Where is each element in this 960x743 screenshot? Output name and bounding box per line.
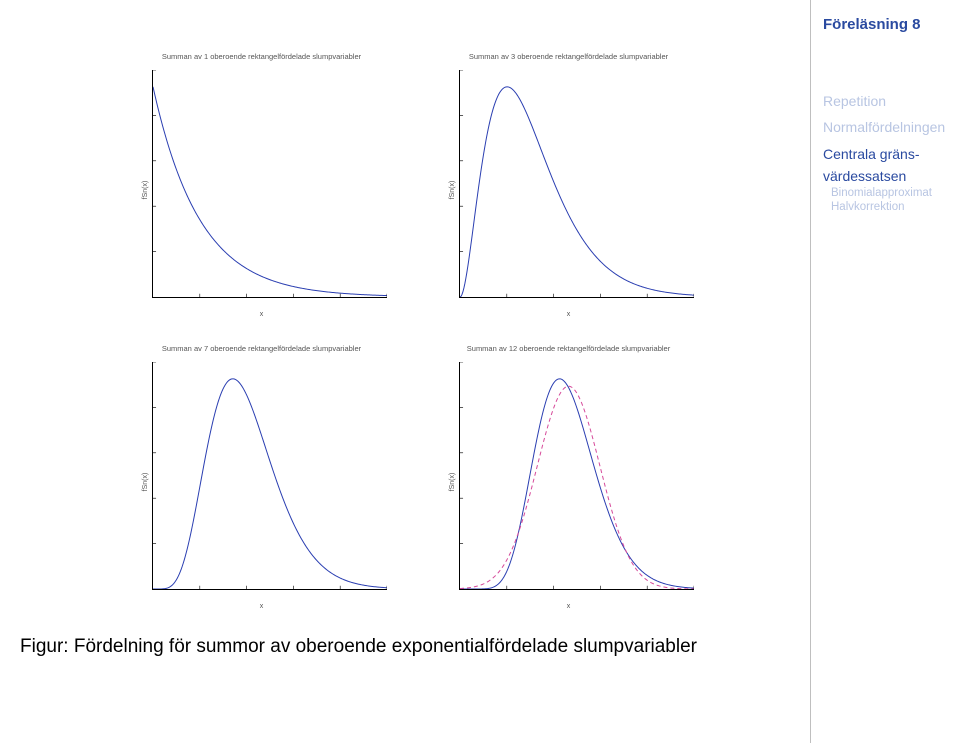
panel-1-axes	[152, 70, 387, 298]
panel-2-title: Summan av 3 oberoende rektangelfördelade…	[437, 52, 700, 61]
panel-3-axes	[152, 362, 387, 590]
sidebar-subitem-binom[interactable]: Binomialapproximat	[831, 187, 960, 199]
sidebar-item-cgs-2[interactable]: värdessatsen	[823, 167, 960, 185]
panel-3-xlabel: x	[130, 603, 393, 610]
sidebar-title: Föreläsning 8	[823, 16, 960, 33]
caption-text: Fördelning för summor av oberoende expon…	[69, 636, 697, 657]
panel-2-ylabel: fSn(x)	[449, 181, 456, 200]
panel-1-ylabel: fSn(x)	[142, 181, 149, 200]
sidebar-subitem-halv[interactable]: Halvkorrektion	[831, 201, 960, 213]
panel-1-xlabel: x	[130, 311, 393, 318]
panel-1: Summan av 1 oberoende rektangelfördelade…	[130, 56, 393, 324]
panel-3-title: Summan av 7 oberoende rektangelfördelade…	[130, 344, 393, 353]
sidebar-item-cgs-1[interactable]: Centrala gräns-	[823, 145, 960, 163]
panel-2: Summan av 3 oberoende rektangelfördelade…	[437, 56, 700, 324]
panel-4: Summan av 12 oberoende rektangelfördelad…	[437, 348, 700, 616]
sidebar: Föreläsning 8 Repetition Normalfördelnin…	[810, 0, 960, 743]
panel-4-axes	[459, 362, 694, 590]
plot-grid: Summan av 1 oberoende rektangelfördelade…	[130, 56, 700, 616]
panel-3-svg	[153, 362, 387, 589]
figure-caption: Figur: Fördelning för summor av oberoend…	[20, 634, 780, 660]
panel-2-axes	[459, 70, 694, 298]
panel-3: Summan av 7 oberoende rektangelfördelade…	[130, 348, 393, 616]
panel-4-title: Summan av 12 oberoende rektangelfördelad…	[437, 344, 700, 353]
panel-2-xlabel: x	[437, 311, 700, 318]
caption-prefix: Figur:	[20, 636, 69, 657]
panel-2-svg	[460, 70, 694, 297]
panel-3-ylabel: fSn(x)	[142, 473, 149, 492]
panel-4-ylabel: fSn(x)	[449, 473, 456, 492]
panel-4-xlabel: x	[437, 603, 700, 610]
sidebar-item-normal[interactable]: Normalfördelningen	[823, 119, 960, 135]
panel-4-svg	[460, 362, 694, 589]
sidebar-item-repetition[interactable]: Repetition	[823, 93, 960, 109]
panel-1-title: Summan av 1 oberoende rektangelfördelade…	[130, 52, 393, 61]
panel-1-svg	[153, 70, 387, 297]
